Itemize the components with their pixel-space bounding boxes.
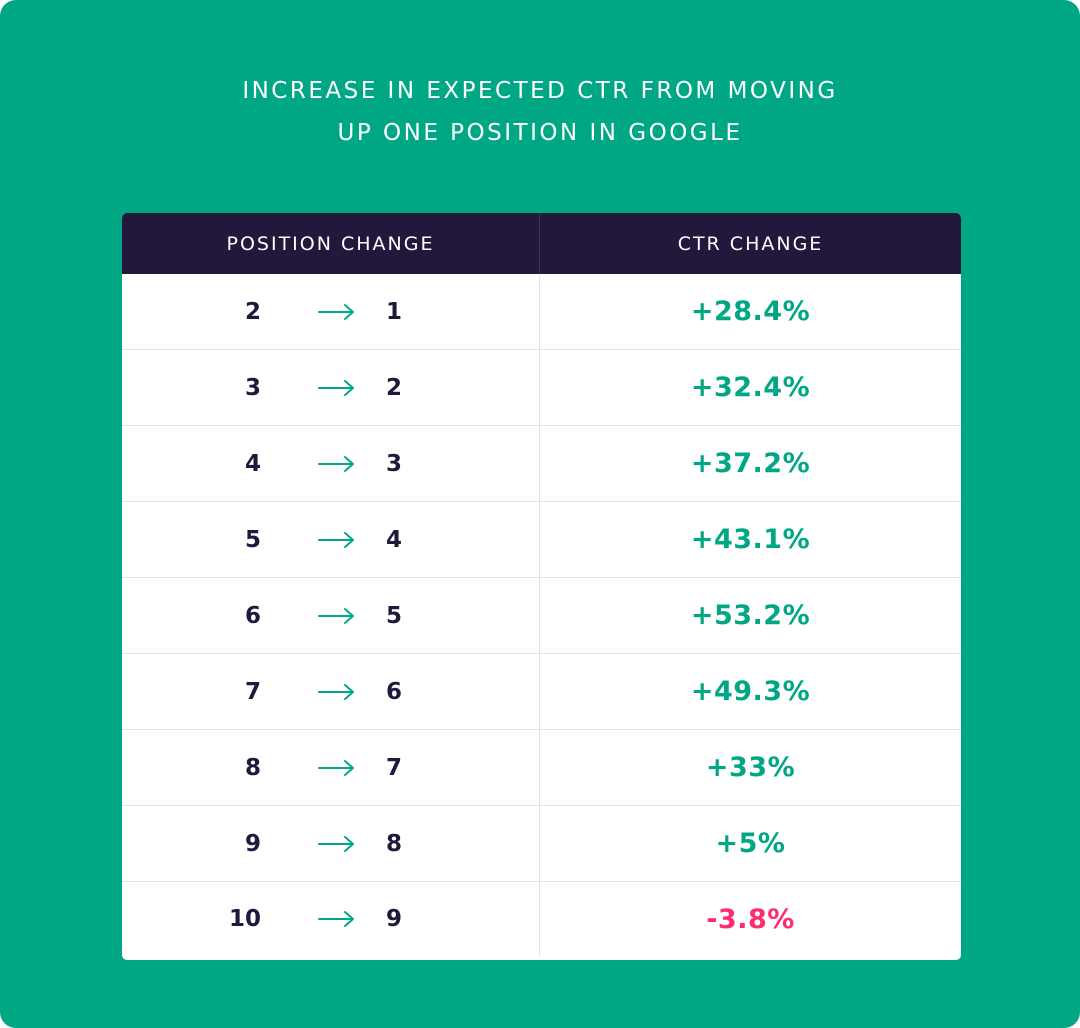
right-arrow-icon (318, 911, 354, 927)
header-position-change: POSITION CHANGE (122, 213, 540, 274)
title-line-1: INCREASE IN EXPECTED CTR FROM MOVING (242, 78, 838, 104)
ctr-change-value: +37.2% (690, 448, 811, 479)
from-position: 6 (244, 602, 261, 629)
table-header: POSITION CHANGE CTR CHANGE (122, 213, 961, 274)
to-position: 3 (386, 450, 403, 477)
to-position: 4 (386, 526, 403, 553)
right-arrow-icon (318, 455, 354, 472)
right-arrow-icon (318, 531, 354, 548)
from-position: 3 (244, 374, 261, 401)
right-arrow-icon (318, 607, 354, 624)
ctr-change-value: +28.4% (690, 296, 811, 327)
ctr-change-value: -3.8% (706, 903, 795, 935)
to-position: 8 (386, 830, 403, 857)
table-row: 2 1 +28.4% (122, 274, 961, 350)
right-arrow-icon (318, 379, 354, 396)
from-position: 2 (244, 298, 261, 325)
right-arrow-icon (318, 759, 354, 776)
to-position: 2 (386, 374, 403, 401)
table-row: 5 4 +43.1% (122, 502, 961, 578)
from-position: 5 (244, 526, 261, 553)
table-body: 2 1 +28.4% 3 2 +32.4% 4 3 +37.2% 5 4 +43.1% 6 5 +53.2%… (122, 274, 961, 956)
from-position: 9 (244, 830, 261, 857)
from-position: 8 (244, 754, 261, 781)
ctr-change-value: +49.3% (690, 676, 811, 707)
ctr-change-value: +43.1% (690, 524, 811, 555)
from-position: 7 (244, 678, 261, 705)
ctr-change-value: +5% (715, 828, 786, 859)
right-arrow-icon (318, 303, 354, 320)
table-row: 7 6 +49.3% (122, 654, 961, 730)
ctr-change-value: +32.4% (690, 372, 811, 403)
to-position: 1 (386, 298, 403, 325)
header-ctr-change: CTR CHANGE (677, 232, 824, 255)
table-row: 3 2 +32.4% (122, 350, 961, 426)
to-position: 6 (386, 678, 403, 705)
table-row: 6 5 +53.2% (122, 578, 961, 654)
ctr-change-value: +53.2% (690, 600, 811, 631)
table-row: 8 7 +33% (122, 730, 961, 806)
chart-title: INCREASE IN EXPECTED CTR FROM MOVING UP … (0, 70, 1080, 154)
ctr-change-value: +33% (705, 752, 796, 783)
to-position: 9 (386, 906, 403, 932)
from-position: 10 (228, 906, 261, 932)
position-change-cell: 10 9 (122, 882, 540, 956)
to-position: 7 (386, 754, 403, 781)
table-row: 9 8 +5% (122, 806, 961, 882)
right-arrow-icon (318, 835, 354, 852)
right-arrow-icon (318, 683, 354, 700)
table-row: 10 9 -3.8% (122, 882, 961, 956)
from-position: 4 (244, 450, 261, 477)
title-line-2: UP ONE POSITION IN GOOGLE (337, 120, 743, 146)
table-row: 4 3 +37.2% (122, 426, 961, 502)
to-position: 5 (386, 602, 403, 629)
ctr-table: POSITION CHANGE CTR CHANGE 2 1 +28.4% 3 2 +32… (122, 213, 961, 960)
